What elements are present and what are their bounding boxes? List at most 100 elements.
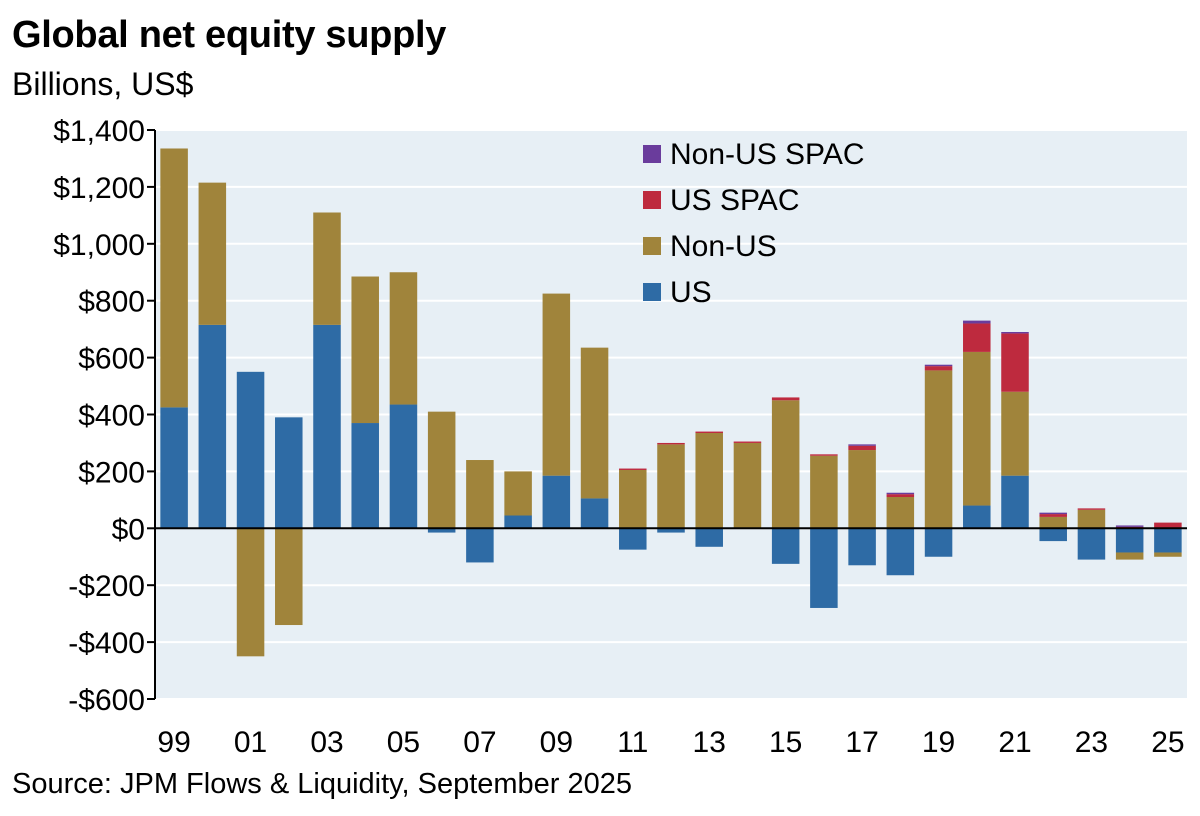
bar-non-us-2018 <box>886 497 915 529</box>
bar-us-2019 <box>924 528 953 557</box>
bar-non-us-2000 <box>198 182 227 325</box>
legend-label: US SPAC <box>670 184 799 217</box>
bar-non-us-2013 <box>695 432 723 529</box>
bar-us-spac-2018 <box>886 494 915 498</box>
x-tick-label: 07 <box>463 726 496 759</box>
y-tick-label: $1,400 <box>53 115 145 148</box>
bar-non-us-2023 <box>1077 509 1106 529</box>
bar-us-spac-2014 <box>733 441 762 443</box>
bar-non-us-2007 <box>466 460 494 529</box>
y-tick-label: $600 <box>78 343 145 376</box>
axes: $1,400 $1,200 $1,000 $800 $600 $400 $200 $0 -$20… <box>53 115 1187 759</box>
bar-us-spac-2012 <box>657 442 685 445</box>
x-tick-label: 13 <box>693 726 726 759</box>
bar-us-2023 <box>1077 528 1106 560</box>
bar-us-2008 <box>504 515 532 529</box>
y-tick-label: -$200 <box>68 570 145 603</box>
bar-us-spac-2023 <box>1077 508 1106 510</box>
y-tick-label: $0 <box>112 513 145 546</box>
bar-non-us-2017 <box>848 450 876 529</box>
bar-us-2004 <box>351 423 379 529</box>
legend-label: Non-US SPAC <box>670 138 865 171</box>
bar-non-us-2005 <box>389 272 418 405</box>
bar-non-us-2011 <box>619 469 647 529</box>
bar-us-spac-2019 <box>924 366 953 371</box>
x-tick-label: 15 <box>769 726 802 759</box>
bar-non-us-spac-2017 <box>848 444 876 446</box>
legend-label: Non-US <box>670 230 777 263</box>
bar-non-us-spac-2018 <box>886 492 915 495</box>
bar-us-2001 <box>236 371 265 529</box>
y-tick-label: $800 <box>78 286 145 319</box>
bar-non-us-2002 <box>275 528 303 626</box>
x-tick-label: 03 <box>310 726 343 759</box>
x-tick-label: 01 <box>234 726 267 759</box>
x-tick-label: 09 <box>540 726 573 759</box>
bar-non-us-2012 <box>657 444 685 529</box>
y-tick-label: $1,200 <box>53 172 145 205</box>
bar-non-us-2001 <box>236 528 265 657</box>
bar-us-2009 <box>542 475 571 529</box>
bar-us-2024 <box>1115 528 1144 553</box>
bar-non-us-2021 <box>1001 391 1029 476</box>
bar-non-us-2022 <box>1039 516 1067 529</box>
bar-us-spac-2025 <box>1154 522 1182 529</box>
bar-us-spac-2022 <box>1039 514 1067 517</box>
bar-non-us-spac-2021 <box>1001 331 1029 334</box>
bar-us-2007 <box>466 528 494 563</box>
bar-non-us-2019 <box>924 370 953 529</box>
chart-subtitle: Billions, US$ <box>12 66 194 102</box>
x-tick-label: 21 <box>998 726 1031 759</box>
y-tick-label: -$400 <box>68 627 145 660</box>
chart-title: Global net equity supply <box>12 14 447 56</box>
bar-us-spac-2015 <box>771 397 800 401</box>
bar-us-2000 <box>198 324 227 529</box>
bar-us-2017 <box>848 528 876 566</box>
bar-us-2015 <box>771 528 800 564</box>
bar-non-us-spac-2020 <box>963 320 991 324</box>
bar-us-2016 <box>810 528 838 608</box>
source-note: Source: JPM Flows & Liquidity, September… <box>12 768 633 800</box>
bar-us-1999 <box>160 407 188 529</box>
bar-us-2025 <box>1154 528 1182 553</box>
y-tick-label: -$600 <box>68 684 145 717</box>
legend-swatch <box>643 191 661 209</box>
bar-non-us-2004 <box>351 276 379 424</box>
y-tick-label: $400 <box>78 400 145 433</box>
bar-non-us-2015 <box>771 400 800 529</box>
legend-swatch <box>643 283 661 301</box>
bar-non-us-2016 <box>810 455 838 529</box>
bar-non-us-spac-2019 <box>924 364 953 367</box>
bar-us-2011 <box>619 528 647 550</box>
bar-us-2020 <box>963 505 991 529</box>
bar-us-spac-2021 <box>1001 333 1029 392</box>
bar-non-us-2006 <box>427 411 456 529</box>
x-tick-label: 11 <box>617 726 648 759</box>
bar-non-us-spac-2022 <box>1039 512 1067 515</box>
bar-non-us-2014 <box>733 442 762 529</box>
bar-us-2003 <box>313 324 341 529</box>
y-tick-label: $1,000 <box>53 229 145 262</box>
legend-swatch <box>643 237 661 255</box>
x-tick-label: 05 <box>387 726 420 759</box>
legend: Non-US SPAC US SPAC Non-US US <box>643 138 865 309</box>
bar-us-2013 <box>695 528 723 547</box>
bar-us-2006 <box>427 528 456 533</box>
bar-non-us-2003 <box>313 212 341 325</box>
bar-non-us-2009 <box>542 293 571 476</box>
legend-swatch <box>643 145 661 163</box>
bar-us-spac-2013 <box>695 431 723 433</box>
bars <box>160 148 1182 657</box>
bar-us-2022 <box>1039 528 1067 542</box>
bar-non-us-2025 <box>1154 552 1182 557</box>
bar-us-spac-2011 <box>619 468 647 470</box>
bar-non-us-spac-2024 <box>1115 525 1144 527</box>
bar-non-us-2010 <box>580 347 609 499</box>
bar-non-us-1999 <box>160 148 188 408</box>
bar-us-spac-2016 <box>810 454 838 456</box>
bar-us-2018 <box>886 528 915 576</box>
bar-us-2012 <box>657 528 685 533</box>
x-tick-label: 23 <box>1075 726 1108 759</box>
x-tick-label: 17 <box>845 726 878 759</box>
bar-us-spac-2020 <box>963 323 991 352</box>
